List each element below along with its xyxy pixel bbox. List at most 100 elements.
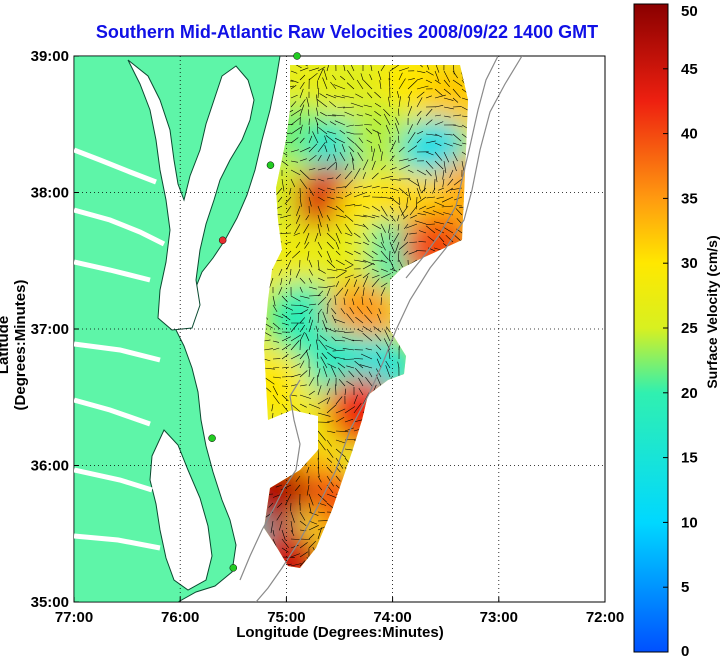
velocity-arrow — [363, 104, 373, 108]
velocity-arrow — [305, 332, 310, 342]
velocity-arrow — [304, 232, 310, 245]
velocity-arrow — [354, 124, 364, 126]
velocity-arrow — [299, 124, 303, 135]
velocity-arrow — [353, 185, 363, 189]
colorbar-tick-label: 0 — [681, 643, 689, 659]
x-tick-label: 72:00 — [586, 609, 624, 626]
velocity-arrow — [334, 137, 346, 144]
velocity-arrow — [324, 145, 328, 153]
velocity-arrow — [371, 185, 380, 189]
velocity-arrow — [443, 106, 454, 110]
velocity-arrow — [362, 272, 370, 279]
velocity-arrow — [407, 132, 416, 144]
velocity-arrow — [355, 316, 364, 324]
velocity-arrow — [290, 553, 301, 558]
velocity-arrow — [447, 178, 454, 186]
velocity-arrow — [434, 178, 436, 191]
velocity-arrow — [335, 196, 343, 199]
x-tick-label: 73:00 — [480, 609, 518, 626]
velocity-arrow — [374, 102, 382, 108]
velocity-arrow — [452, 151, 458, 162]
velocity-arrow — [401, 205, 409, 216]
x-axis-label: Longitude (Degrees:Minutes) — [236, 624, 444, 641]
velocity-arrow — [353, 168, 361, 180]
velocity-arrow — [290, 563, 302, 567]
velocity-arrow — [380, 214, 389, 221]
velocity-arrow — [340, 308, 346, 315]
velocity-arrow — [335, 223, 342, 234]
velocity-arrow — [290, 109, 302, 117]
y-axis-label: Latitude (Degrees:Minutes) — [0, 279, 29, 411]
velocity-arrow — [405, 223, 418, 229]
velocity-arrow — [434, 169, 438, 183]
velocity-arrow — [443, 88, 451, 95]
velocity-arrow — [316, 361, 319, 369]
velocity-arrow — [398, 72, 403, 81]
velocity-arrow — [299, 324, 306, 333]
velocity-arrow — [346, 131, 355, 135]
velocity-arrow — [353, 241, 362, 244]
velocity-arrow — [343, 358, 355, 360]
velocity-arrow — [434, 70, 440, 82]
velocity-arrow — [290, 268, 292, 276]
velocity-arrow — [308, 366, 311, 378]
velocity-arrow — [362, 223, 369, 230]
velocity-arrow — [294, 223, 301, 235]
colorbar-label: Surface Velocity (cm/s) — [704, 235, 720, 389]
velocity-arrow — [326, 439, 332, 447]
velocity-arrow — [299, 158, 307, 162]
velocity-arrow — [317, 178, 325, 182]
velocity-arrow — [290, 323, 299, 333]
velocity-arrow — [326, 187, 335, 191]
colorbar-tick-label: 25 — [681, 320, 698, 337]
velocity-arrow — [419, 205, 427, 210]
velocity-arrow — [438, 187, 445, 191]
velocity-arrow — [308, 178, 316, 181]
velocity-arrow — [327, 363, 337, 369]
velocity-arrow — [414, 220, 427, 225]
velocity-arrow — [308, 390, 315, 396]
velocity-arrow — [434, 133, 443, 138]
velocity-arrow — [286, 259, 292, 270]
velocity-arrow — [380, 250, 389, 260]
velocity-arrow — [279, 520, 283, 531]
velocity-arrow — [337, 106, 346, 108]
velocity-arrow — [308, 475, 310, 484]
velocity-arrow — [290, 79, 299, 83]
velocity-arrow — [318, 339, 328, 351]
velocity-arrow — [272, 313, 284, 319]
velocity-arrow — [325, 135, 337, 144]
velocity-arrow — [326, 154, 331, 162]
velocity-arrow — [389, 232, 391, 240]
velocity-arrow — [365, 128, 373, 135]
velocity-arrow — [425, 70, 434, 76]
velocity-arrow — [272, 304, 278, 313]
velocity-arrow — [290, 394, 298, 397]
velocity-arrow — [407, 91, 413, 99]
velocity-arrow — [317, 155, 322, 162]
velocity-arrow — [320, 356, 328, 369]
velocity-arrow — [407, 178, 419, 186]
velocity-arrow — [407, 105, 413, 117]
velocity-arrow — [423, 211, 436, 216]
velocity-arrow — [317, 397, 329, 405]
velocity-arrow — [358, 387, 364, 396]
velocity-arrow — [365, 348, 373, 351]
velocity-arrow — [371, 274, 380, 279]
velocity-arrow — [281, 403, 289, 413]
velocity-arrow — [365, 377, 373, 387]
velocity-arrow — [307, 250, 310, 261]
velocity-arrow — [442, 178, 445, 188]
velocity-arrow — [398, 196, 401, 204]
velocity-arrow — [407, 79, 418, 90]
velocity-arrow — [346, 313, 355, 324]
velocity-arrow — [272, 367, 280, 369]
velocity-arrow — [398, 67, 409, 72]
velocity-arrow — [407, 124, 413, 135]
velocity-arrow — [426, 196, 436, 199]
velocity-arrow — [362, 214, 376, 219]
velocity-arrow — [352, 298, 355, 306]
velocity-arrow — [344, 274, 354, 279]
velocity-arrow — [425, 119, 433, 126]
velocity-arrow — [307, 109, 310, 117]
